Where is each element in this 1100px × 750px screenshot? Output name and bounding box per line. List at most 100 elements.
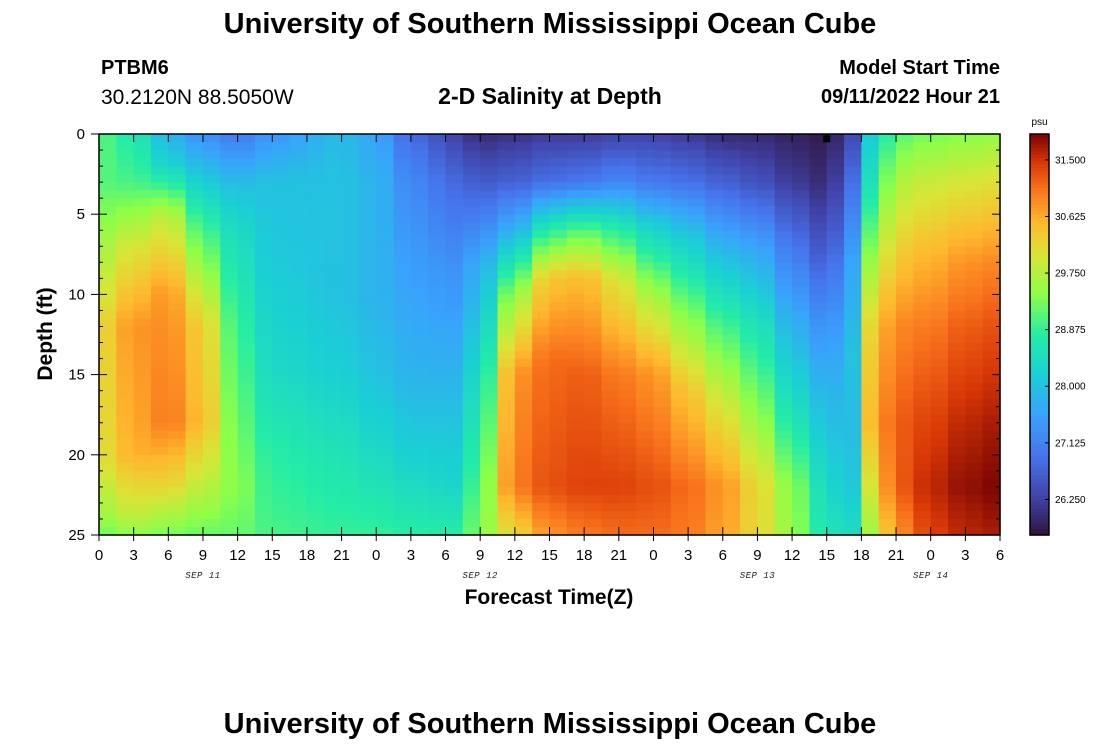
heatmap-cell bbox=[740, 238, 759, 247]
heatmap-cell bbox=[272, 382, 291, 392]
heatmap-cell bbox=[566, 358, 585, 368]
heatmap-cell bbox=[722, 502, 741, 512]
heatmap-cell bbox=[480, 406, 499, 416]
heatmap-cell bbox=[497, 302, 516, 312]
heatmap-cell bbox=[306, 470, 325, 480]
heatmap-cell bbox=[653, 166, 672, 175]
heatmap-cell bbox=[99, 494, 117, 504]
heatmap-cell bbox=[601, 358, 620, 368]
heatmap-cell bbox=[514, 358, 533, 368]
heatmap-cell bbox=[237, 214, 256, 223]
heatmap-cell bbox=[341, 526, 360, 536]
heatmap-cell bbox=[653, 382, 672, 392]
heatmap-cell bbox=[740, 510, 759, 520]
heatmap-cell bbox=[705, 358, 724, 368]
heatmap-cell bbox=[757, 430, 776, 440]
heatmap-cell bbox=[306, 190, 325, 199]
heatmap-cell bbox=[792, 198, 811, 207]
heatmap-cell bbox=[861, 374, 880, 384]
heatmap-cell bbox=[722, 454, 741, 464]
heatmap-cell bbox=[792, 310, 811, 320]
heatmap-cell bbox=[948, 158, 966, 167]
heatmap-cell bbox=[150, 310, 169, 320]
heatmap-cell bbox=[202, 246, 221, 255]
heatmap-cell bbox=[341, 422, 360, 432]
heatmap-cell bbox=[497, 182, 516, 191]
heatmap-cell bbox=[636, 158, 655, 167]
heatmap-cell bbox=[584, 406, 603, 416]
heatmap-cell bbox=[809, 254, 828, 263]
heatmap-cell bbox=[428, 222, 447, 231]
heatmap-cell bbox=[896, 326, 914, 336]
heatmap-cell bbox=[913, 478, 932, 488]
heatmap-cell bbox=[116, 214, 135, 223]
heatmap-cell bbox=[133, 414, 152, 424]
heatmap-cell bbox=[202, 134, 221, 143]
heatmap-cell bbox=[722, 406, 741, 416]
heatmap-cell bbox=[618, 446, 637, 456]
heatmap-cell bbox=[133, 158, 152, 167]
heatmap-cell bbox=[393, 286, 412, 295]
heatmap-cell bbox=[930, 326, 949, 336]
heatmap-cell bbox=[289, 230, 308, 239]
heatmap-cell bbox=[878, 518, 897, 528]
heatmap-cell bbox=[965, 134, 984, 143]
heatmap-cell bbox=[185, 198, 204, 207]
y-axis-title: Depth (ft) bbox=[34, 287, 57, 380]
heatmap-cell bbox=[480, 214, 499, 223]
heatmap-cell bbox=[445, 230, 464, 239]
heatmap-cell bbox=[584, 318, 603, 328]
heatmap-cell bbox=[861, 382, 880, 392]
colorbar-segment bbox=[1030, 204, 1049, 209]
colorbar-segment bbox=[1030, 364, 1049, 369]
heatmap-cell bbox=[254, 262, 273, 271]
heatmap-cell bbox=[930, 406, 949, 416]
heatmap-cell bbox=[878, 414, 897, 424]
heatmap-cell bbox=[202, 366, 221, 376]
colorbar-segment bbox=[1030, 454, 1049, 459]
heatmap-cell bbox=[965, 422, 984, 432]
heatmap-cell bbox=[480, 454, 499, 464]
heatmap-cell bbox=[237, 230, 256, 239]
heatmap-cell bbox=[670, 390, 689, 400]
heatmap-cell bbox=[861, 422, 880, 432]
heatmap-cell bbox=[965, 398, 984, 408]
heatmap-cell bbox=[757, 166, 776, 175]
colorbar-label: 26.250 bbox=[1055, 495, 1086, 506]
heatmap-cell bbox=[618, 278, 637, 287]
heatmap-cell bbox=[185, 246, 204, 255]
heatmap-cell bbox=[982, 206, 1001, 215]
heatmap-cell bbox=[445, 494, 464, 504]
heatmap-cell bbox=[549, 238, 568, 247]
heatmap-cell bbox=[826, 158, 845, 167]
heatmap-cell bbox=[618, 150, 637, 159]
heatmap-cell bbox=[792, 142, 811, 151]
heatmap-cell bbox=[740, 414, 759, 424]
heatmap-cell bbox=[358, 246, 377, 255]
heatmap-cell bbox=[826, 142, 845, 151]
heatmap-cell bbox=[878, 318, 897, 328]
heatmap-cell bbox=[982, 366, 1001, 376]
heatmap-cell bbox=[341, 366, 360, 376]
heatmap-cell bbox=[497, 294, 516, 304]
heatmap-cell bbox=[948, 190, 966, 199]
heatmap-cell bbox=[410, 222, 429, 231]
heatmap-cell bbox=[237, 526, 256, 536]
heatmap-cell bbox=[826, 454, 845, 464]
heatmap-cell bbox=[653, 526, 672, 536]
heatmap-cell bbox=[341, 286, 360, 295]
x-tick-label: 0 bbox=[372, 547, 380, 564]
heatmap-cell bbox=[584, 166, 603, 175]
heatmap-cell bbox=[878, 486, 897, 496]
heatmap-cell bbox=[844, 486, 862, 496]
heatmap-cell bbox=[618, 374, 637, 384]
heatmap-cell bbox=[740, 462, 759, 472]
heatmap-cell bbox=[774, 494, 793, 504]
heatmap-cell bbox=[514, 310, 533, 320]
heatmap-cell bbox=[826, 294, 845, 304]
colorbar-segment bbox=[1030, 307, 1049, 312]
heatmap-cell bbox=[982, 286, 1001, 295]
heatmap-cell bbox=[809, 438, 828, 448]
heatmap-cell bbox=[566, 142, 585, 151]
heatmap-cell bbox=[445, 406, 464, 416]
